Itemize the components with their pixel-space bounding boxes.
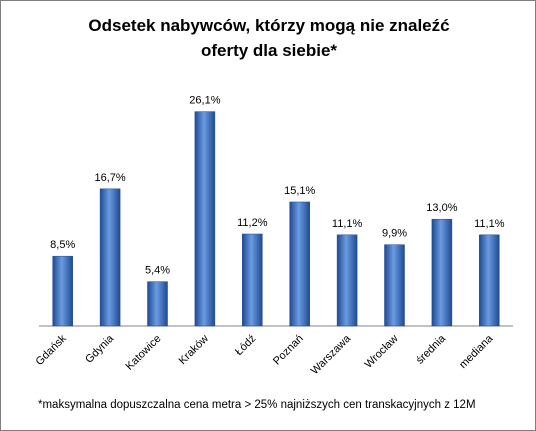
value-label-5: 15,1% [284, 185, 315, 197]
bar-9 [479, 234, 500, 327]
x-tick-label-4: Łódź [233, 333, 258, 358]
value-label-7: 9,9% [382, 228, 407, 240]
chart-title-line1: Odsetek nabywców, którzy mogą nie znaleź… [88, 16, 450, 35]
x-tick-label-1: Gdynia [83, 332, 117, 366]
x-tick-label-8: średnia [414, 332, 449, 367]
bar-7 [384, 244, 405, 327]
bar-3 [194, 111, 216, 327]
x-tick-label-3: Kraków [177, 333, 211, 367]
value-label-4: 11,2% [237, 217, 268, 229]
bar-2 [147, 281, 168, 327]
value-label-2: 5,4% [145, 265, 170, 277]
bar-6 [336, 234, 358, 327]
bar-0 [52, 255, 73, 327]
value-label-9: 11,1% [474, 218, 505, 230]
x-tick-label-0: Gdańsk [34, 332, 70, 368]
bar-1 [99, 188, 121, 327]
chart-title-line2: oferty dla siebie* [200, 41, 338, 60]
bar-8 [431, 218, 453, 327]
x-tick-label-6: Warszawa [309, 332, 354, 377]
x-tick-label-7: Wrocław [362, 333, 400, 371]
bar-5 [289, 201, 310, 327]
value-label-0: 8,5% [50, 239, 75, 251]
value-label-3: 26,1% [189, 95, 220, 107]
x-tick-label-9: mediana [457, 332, 496, 371]
value-label-1: 16,7% [94, 172, 125, 184]
x-tick-label-5: Poznań [271, 333, 306, 368]
bar-4 [242, 233, 263, 327]
chart-title: Odsetek nabywców, którzy mogą nie znaleź… [31, 13, 507, 63]
value-label-8: 13,0% [426, 202, 457, 214]
value-label-6: 11,1% [332, 218, 363, 230]
x-tick-label-2: Katowice [124, 333, 164, 373]
footnote: *maksymalna dopuszczalna cena metra > 25… [38, 399, 476, 411]
